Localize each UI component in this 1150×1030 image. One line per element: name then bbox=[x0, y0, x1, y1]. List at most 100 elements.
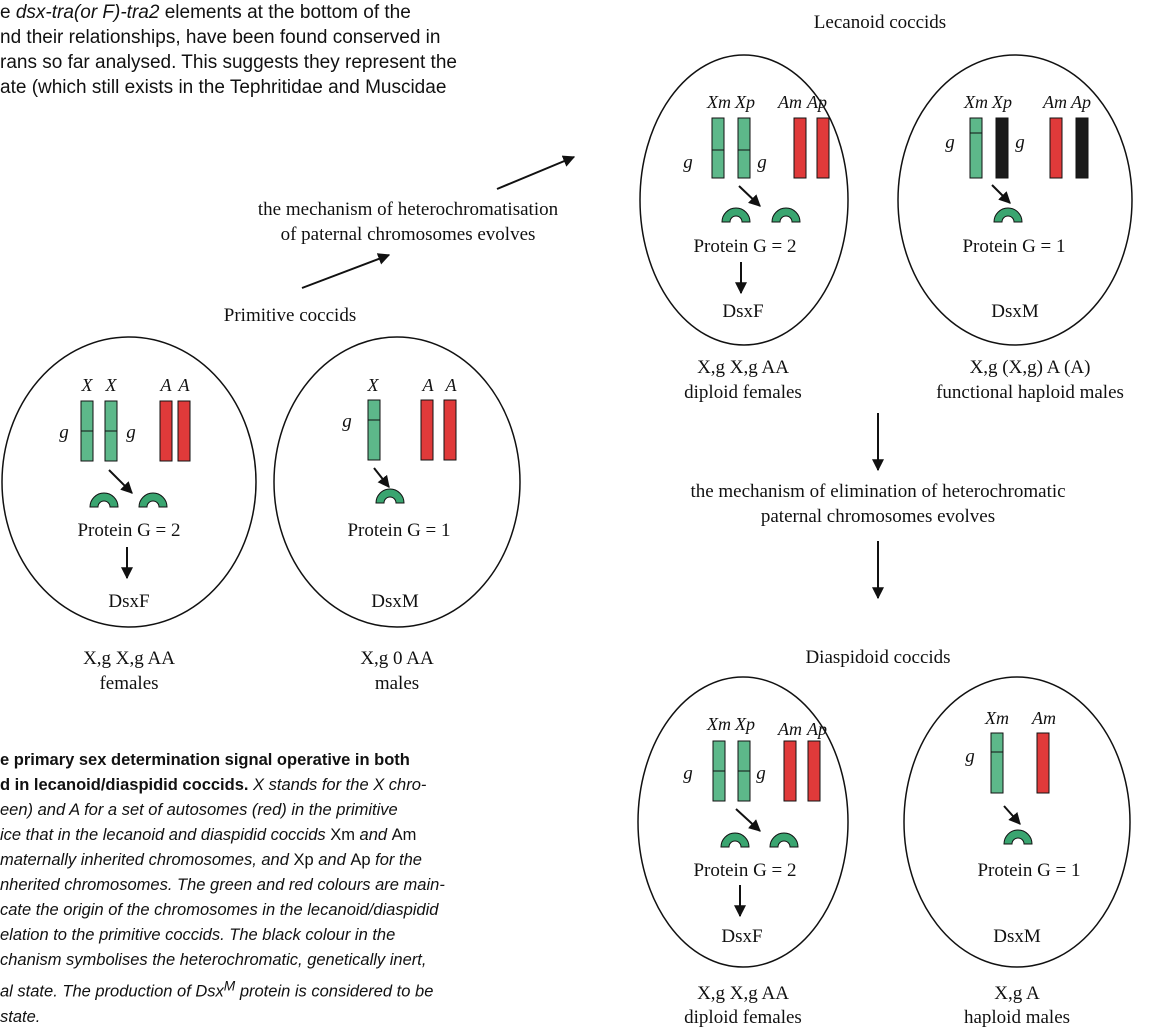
diaspidoid-female-cell: Xm Xp Am Ap g g Protein G = 2 DsxF X,g X… bbox=[637, 676, 849, 1028]
cell-outline bbox=[639, 54, 849, 346]
caption-line: elation to the primitive coccids. The bl… bbox=[0, 926, 396, 944]
autosome bbox=[816, 117, 830, 179]
autosome bbox=[159, 400, 173, 462]
binding-arrow bbox=[108, 469, 133, 494]
binding-arrow bbox=[373, 467, 390, 488]
protein-count: Protein G = 2 bbox=[77, 520, 180, 541]
sex-label: diploid females bbox=[684, 382, 802, 403]
caption-line: maternally inherited chromosomes, and Xp… bbox=[0, 851, 422, 869]
diaspidoid-male-cell: Xm Am g Protein G = 1 DsxM X,g A haploid… bbox=[903, 676, 1131, 1028]
xm-chromosome bbox=[969, 117, 983, 179]
chromosome-label: Xm bbox=[984, 708, 1009, 728]
protein-g-icon bbox=[993, 207, 1023, 223]
xm-chromosome bbox=[990, 732, 1004, 794]
chromosome-label: Am bbox=[777, 719, 802, 739]
gene-label: g bbox=[683, 152, 693, 173]
xm-chromosome bbox=[712, 740, 726, 802]
chromosome-label: Am bbox=[1042, 92, 1067, 112]
cell-outline bbox=[903, 676, 1131, 968]
primitive-female-cell: X X A A g g Protein G = 2 DsxF X,g X,g A… bbox=[1, 336, 257, 694]
product-label: DsxF bbox=[722, 301, 763, 322]
intro-line: e dsx-tra(or F)-tra2 elements at the bot… bbox=[0, 2, 411, 23]
autosome bbox=[807, 740, 821, 802]
caption-line: ice that in the lecanoid and diaspidid c… bbox=[0, 826, 417, 844]
intro-line: ate (which still exists in the Tephritid… bbox=[0, 77, 447, 98]
sex-label: males bbox=[375, 673, 419, 694]
gene-label: g bbox=[342, 411, 352, 432]
chromosome-label: A bbox=[178, 375, 191, 395]
sex-label: females bbox=[99, 673, 158, 694]
primitive-heading: Primitive coccids bbox=[224, 305, 356, 326]
cell-outline bbox=[897, 54, 1133, 346]
product-label: DsxM bbox=[371, 591, 419, 612]
product-label: DsxF bbox=[721, 926, 762, 947]
protein-g-icon bbox=[138, 492, 168, 508]
cell-outline bbox=[1, 336, 257, 628]
chromosome-label: Xp bbox=[734, 92, 755, 112]
figure-caption: e primary sex determination signal opera… bbox=[0, 748, 600, 1030]
evolution-arrow bbox=[496, 155, 576, 190]
gene-label: g bbox=[756, 763, 766, 784]
autosome bbox=[177, 400, 191, 462]
sex-label: functional haploid males bbox=[936, 382, 1124, 403]
protein-g-icon bbox=[771, 207, 801, 223]
sex-label: diploid females bbox=[684, 1007, 802, 1028]
genotype-label: X,g 0 AA bbox=[360, 648, 434, 669]
chromosome-label: Xm bbox=[706, 714, 731, 734]
heterochromatic-xp-chromosome bbox=[995, 117, 1009, 179]
gene-label: g bbox=[757, 152, 767, 173]
binding-arrow bbox=[991, 184, 1011, 204]
intro-line: rans so far analysed. This suggests they… bbox=[0, 52, 457, 73]
caption-line: een) and A for a set of autosomes (red) … bbox=[0, 801, 398, 819]
protein-count: Protein G = 2 bbox=[693, 860, 796, 881]
autosome bbox=[420, 399, 434, 461]
chromosome-label: A bbox=[422, 375, 435, 395]
xp-chromosome bbox=[737, 740, 751, 802]
genotype-label: X,g X,g AA bbox=[697, 357, 789, 378]
chromosome-label: Xp bbox=[734, 714, 755, 734]
chromosome-label: Ap bbox=[806, 92, 827, 112]
caption-line: nherited chromosomes. The green and red … bbox=[0, 876, 445, 894]
protein-g-icon bbox=[89, 492, 119, 508]
product-label: DsxF bbox=[108, 591, 149, 612]
elimination-label-1: the mechanism of elimination of heteroch… bbox=[690, 481, 1065, 502]
intro-line: nd their relationships, have been found … bbox=[0, 27, 441, 48]
binding-arrow bbox=[735, 808, 761, 832]
autosome bbox=[1049, 117, 1063, 179]
gene-label: g bbox=[683, 763, 693, 784]
genotype-label: X,g (X,g) A (A) bbox=[970, 357, 1091, 378]
protein-count: Protein G = 1 bbox=[977, 860, 1080, 881]
protein-g-icon bbox=[721, 207, 751, 223]
chromosome-label: Xm bbox=[706, 92, 731, 112]
autosome bbox=[793, 117, 807, 179]
chromosome-label: Am bbox=[1031, 708, 1056, 728]
caption-line: d in lecanoid/diaspidid coccids. X stand… bbox=[0, 776, 427, 794]
caption-line: al state. The production of DsxM protein… bbox=[0, 978, 434, 1001]
autosome bbox=[443, 399, 457, 461]
elimination-label-2: paternal chromosomes evolves bbox=[761, 506, 995, 527]
x-chromosome bbox=[367, 399, 381, 461]
intro-paragraph: e dsx-tra(or F)-tra2 elements at the bot… bbox=[0, 0, 610, 100]
protein-count: Protein G = 1 bbox=[347, 520, 450, 541]
protein-g-icon bbox=[375, 488, 405, 504]
chromosome-label: Xm bbox=[963, 92, 988, 112]
binding-arrow bbox=[1003, 805, 1021, 825]
caption-line: e primary sex determination signal opera… bbox=[0, 751, 410, 769]
chromosome-label: X bbox=[81, 375, 94, 395]
heterochromatic-autosome bbox=[1075, 117, 1089, 179]
x-chromosome bbox=[80, 400, 94, 462]
chromosome-label: A bbox=[160, 375, 173, 395]
caption-line: chanism symbolises the heterochromatic, … bbox=[0, 951, 427, 969]
product-label: DsxM bbox=[993, 926, 1041, 947]
chromosome-label: Ap bbox=[806, 719, 827, 739]
xp-chromosome bbox=[737, 117, 751, 179]
caption-line: cate the origin of the chromosomes in th… bbox=[0, 901, 439, 919]
product-label: DsxM bbox=[991, 301, 1039, 322]
lecanoid-female-cell: Xm Xp Am Ap g g Protein G = 2 DsxF X,g X… bbox=[639, 54, 849, 403]
genotype-label: X,g X,g AA bbox=[697, 983, 789, 1004]
binding-arrow bbox=[738, 185, 761, 207]
xm-chromosome bbox=[711, 117, 725, 179]
heterochromatisation-label-2: of paternal chromosomes evolves bbox=[281, 224, 536, 245]
chromosome-label: Am bbox=[777, 92, 802, 112]
